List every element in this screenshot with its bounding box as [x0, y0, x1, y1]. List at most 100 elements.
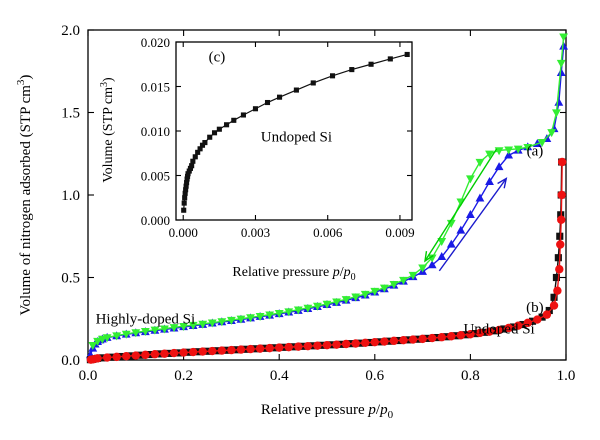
data-point	[265, 343, 274, 353]
data-point	[379, 284, 389, 293]
data-point	[446, 219, 456, 228]
main-y-axis-title: Volume of nitrogen adsorbed (STP cm3)	[15, 75, 34, 316]
data-point	[399, 336, 408, 345]
data-point	[150, 326, 160, 335]
data-point	[102, 353, 112, 362]
data-point	[183, 183, 189, 189]
data-point	[557, 190, 566, 200]
data-point	[93, 354, 102, 363]
data-point	[294, 342, 303, 351]
y-tick-label: 1.0	[61, 188, 80, 204]
data-point	[192, 154, 198, 160]
data-point	[370, 337, 379, 347]
data-point	[485, 327, 494, 336]
data-point	[112, 332, 122, 341]
x-tick-label: 0.000	[169, 225, 198, 240]
data-point	[513, 145, 523, 154]
data-point	[227, 345, 236, 355]
main-series	[85, 33, 569, 364]
data-point	[332, 340, 341, 349]
inset-x-axis-title: Relative pressure p/p0	[232, 265, 355, 283]
data-point	[418, 334, 427, 344]
data-point	[533, 315, 542, 324]
data-point	[198, 320, 208, 329]
data-point	[537, 139, 547, 148]
data-point	[387, 56, 393, 62]
data-point	[555, 265, 564, 274]
data-point	[246, 344, 255, 354]
y-tick-label: 0.010	[141, 124, 170, 139]
data-point	[190, 158, 196, 164]
data-point	[466, 330, 475, 339]
direction-arrow	[438, 177, 508, 272]
data-point	[322, 300, 332, 309]
series-circle	[86, 157, 567, 364]
data-point	[523, 144, 533, 152]
data-point	[437, 333, 446, 342]
main-x-axis-title: Relative pressure p/p0	[261, 402, 394, 421]
data-point	[370, 287, 380, 296]
data-point	[274, 309, 284, 318]
data-point	[556, 59, 566, 68]
data-point	[169, 324, 179, 333]
data-point	[231, 117, 237, 123]
data-point	[303, 304, 313, 313]
inset-ticks: 0.000 0.003 0.006 0.009 0.000 0.005 0.010 0.015…	[141, 35, 415, 240]
data-point	[217, 346, 227, 355]
data-point	[160, 349, 169, 358]
data-point	[310, 80, 316, 86]
data-point	[199, 142, 206, 148]
data-point	[182, 190, 188, 196]
data-point	[504, 323, 513, 333]
data-point	[182, 195, 188, 201]
data-point	[332, 298, 341, 307]
annotation-label: (c)	[209, 50, 226, 66]
data-point	[208, 346, 217, 356]
data-point	[408, 271, 418, 280]
data-point	[313, 341, 322, 350]
data-point	[549, 301, 559, 310]
series-square	[181, 51, 410, 213]
y-tick-label: 1.5	[61, 106, 80, 122]
data-point	[293, 87, 299, 93]
inset-annotations: (c) Undoped Si	[209, 50, 332, 146]
data-point	[553, 286, 562, 295]
data-point	[255, 344, 265, 353]
data-point	[322, 340, 332, 350]
inset-chart: 0.000 0.003 0.006 0.009 0.000 0.005 0.010 0.015…	[99, 35, 415, 283]
data-point	[552, 109, 561, 118]
data-point	[211, 130, 218, 136]
data-point	[189, 163, 195, 169]
data-point	[427, 260, 437, 269]
main-ticks: 0.0 0.2 0.4 0.6 0.8 1.0 0.0 0.5 1.0 1.5 2.0	[61, 23, 575, 384]
data-point	[198, 347, 207, 356]
data-point	[399, 276, 408, 285]
data-point	[485, 150, 494, 159]
data-point	[185, 171, 191, 177]
data-point	[224, 122, 230, 128]
data-point	[246, 314, 255, 323]
data-point	[360, 290, 370, 299]
data-point	[179, 348, 188, 357]
data-point	[252, 106, 259, 112]
data-point	[494, 325, 504, 335]
data-point	[185, 173, 191, 179]
arrow-head	[497, 177, 508, 189]
data-point	[184, 180, 190, 186]
arrow-shaft	[424, 148, 498, 262]
data-point	[547, 129, 557, 138]
data-point	[542, 310, 552, 319]
x-tick-label: 0.2	[174, 368, 193, 384]
data-point	[552, 273, 561, 282]
data-point	[485, 176, 494, 185]
x-tick-label: 0.009	[385, 225, 414, 240]
data-point	[277, 94, 283, 100]
data-point	[404, 51, 410, 58]
data-point	[550, 293, 558, 301]
data-point	[183, 187, 189, 193]
data-point	[179, 323, 189, 332]
data-point	[112, 352, 121, 362]
data-point	[284, 342, 293, 352]
main-arrows	[424, 148, 508, 272]
data-point	[427, 254, 437, 263]
